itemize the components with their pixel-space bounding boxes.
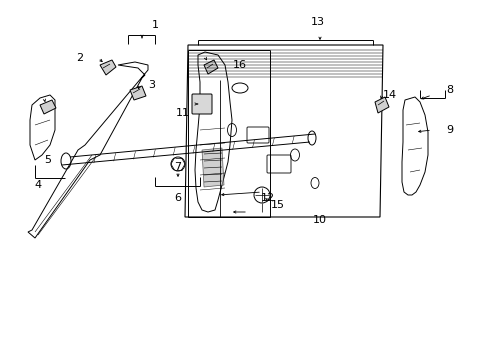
Text: 3: 3: [148, 80, 155, 90]
FancyBboxPatch shape: [192, 94, 212, 114]
Text: 10: 10: [312, 215, 326, 225]
Polygon shape: [40, 100, 56, 114]
Polygon shape: [130, 86, 146, 100]
Text: 2: 2: [76, 53, 83, 63]
Text: 7: 7: [174, 162, 181, 172]
Text: 5: 5: [44, 155, 51, 165]
Text: 9: 9: [446, 125, 453, 135]
Text: 1: 1: [151, 20, 158, 30]
Text: 11: 11: [176, 108, 190, 118]
Polygon shape: [203, 60, 218, 74]
Text: 4: 4: [34, 180, 41, 190]
Text: 6: 6: [174, 193, 181, 203]
Text: 14: 14: [382, 90, 396, 100]
Text: 12: 12: [261, 193, 274, 203]
Polygon shape: [100, 60, 116, 75]
Polygon shape: [202, 148, 224, 187]
Polygon shape: [374, 97, 388, 113]
Text: 8: 8: [446, 85, 453, 95]
Text: 16: 16: [232, 60, 246, 70]
Text: 15: 15: [270, 200, 285, 210]
Text: 13: 13: [310, 17, 325, 27]
